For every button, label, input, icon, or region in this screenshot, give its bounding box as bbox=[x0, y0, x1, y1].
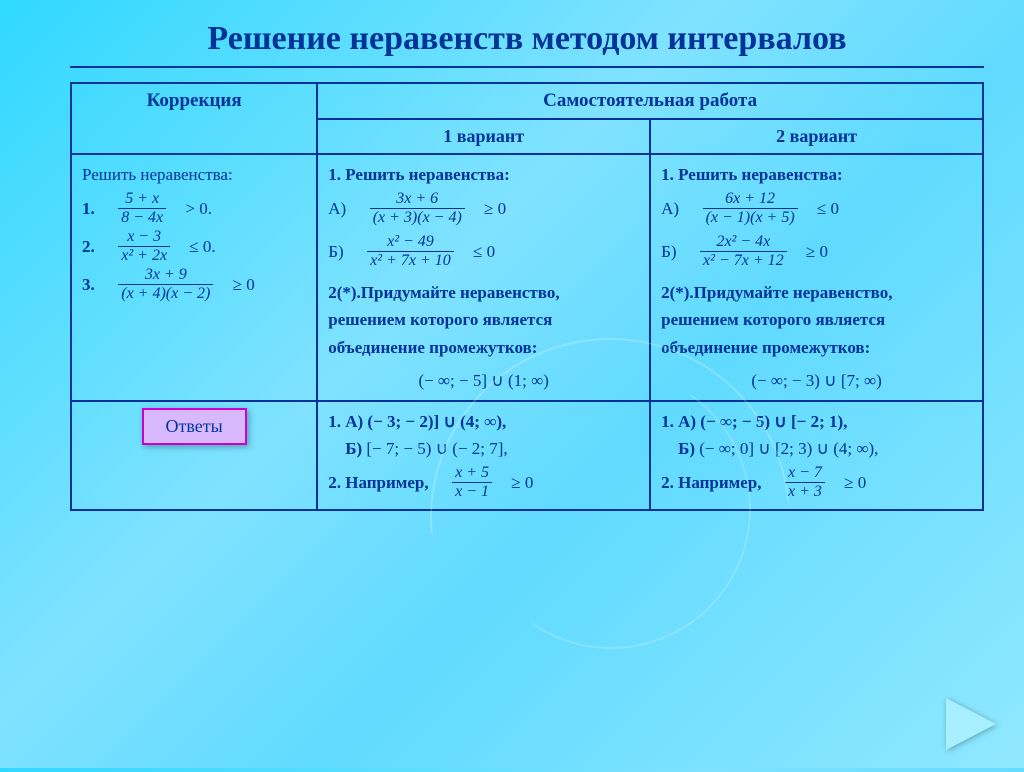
next-slide-arrow-icon[interactable] bbox=[946, 698, 996, 750]
col-v2-header: 2 вариант bbox=[650, 119, 983, 154]
col-v1-header: 1 вариант bbox=[317, 119, 650, 154]
correction-cell: Решить неравенства: 1. 5 + x8 − 4x > 0. … bbox=[71, 154, 317, 401]
col-selfwork-header: Самостоятельная работа bbox=[317, 83, 983, 119]
page-title: Решение неравенств методом интервалов bbox=[70, 20, 984, 58]
col-correction-header: Коррекция bbox=[71, 83, 317, 154]
divider bbox=[70, 66, 984, 68]
answers-button-cell: Ответы bbox=[71, 401, 317, 510]
answers-button[interactable]: Ответы bbox=[142, 408, 247, 445]
